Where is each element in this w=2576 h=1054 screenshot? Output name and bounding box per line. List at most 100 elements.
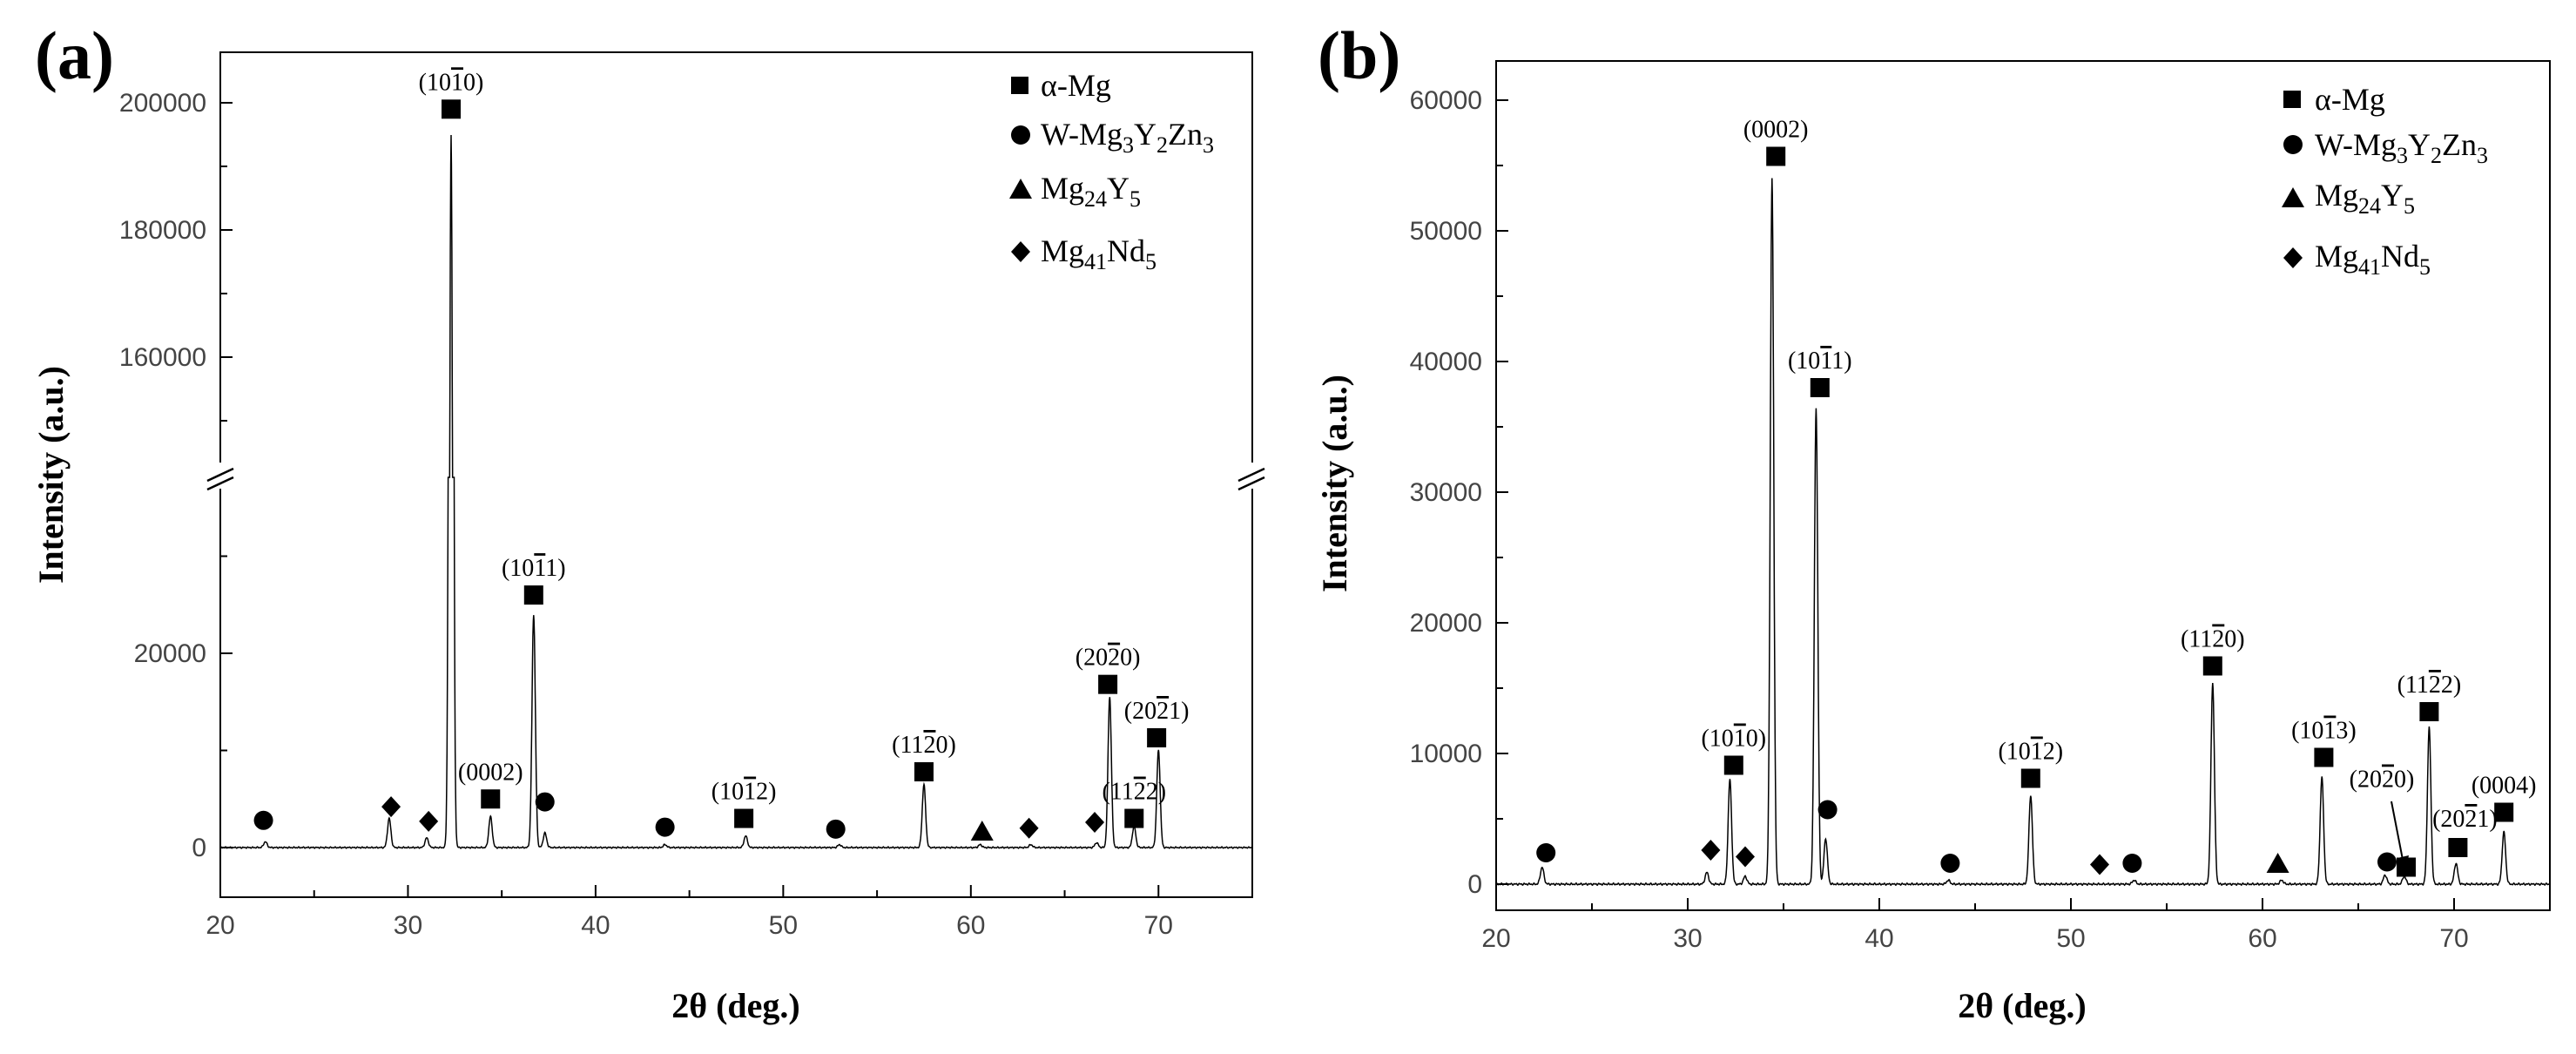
square-marker-icon — [2419, 702, 2439, 721]
diamond-marker-icon — [1085, 812, 1105, 834]
x-tick-label: 30 — [394, 911, 422, 940]
peak-label: (1122) — [1102, 779, 1166, 806]
y-tick-label: 0 — [192, 834, 206, 862]
square-marker-icon — [914, 762, 934, 782]
peak-label: (1010) — [419, 69, 484, 96]
panel-a-legend-w-phase: W-Mg3Y2Zn3 — [1041, 117, 1214, 158]
y-tick-label: 20000 — [134, 639, 206, 668]
circle-marker-icon — [1536, 843, 1556, 862]
square-marker-icon — [1766, 146, 1786, 166]
peak-label: (1120) — [2181, 626, 2245, 653]
diamond-marker-icon — [381, 796, 401, 818]
panel-b-arrow — [2391, 801, 2404, 865]
x-tick-label: 50 — [2056, 924, 2085, 953]
triangle-marker-icon — [970, 821, 994, 841]
panel-b-label: (b) — [1318, 17, 1400, 93]
peak-label: (0002) — [458, 759, 523, 786]
x-tick-label: 40 — [581, 911, 610, 940]
panel-a-y-axis-label: Intensity (a.u.) — [31, 366, 71, 584]
legend-square-icon — [2283, 91, 2301, 108]
panel-b-y-ticks: 0 10000 20000 30000 40000 50000 60000 — [1410, 86, 1508, 899]
panel-a: (a) 20 30 40 50 60 70 0 20000 160000 180000 20000… — [31, 17, 1266, 1025]
square-marker-icon — [734, 808, 754, 828]
legend-triangle-icon — [2282, 187, 2304, 207]
circle-marker-icon — [1940, 854, 1960, 873]
peak-label: (1012) — [711, 779, 777, 806]
circle-marker-icon — [1817, 800, 1838, 820]
panel-a-legend-mg41nd5: Mg41Nd5 — [1041, 233, 1157, 274]
diamond-marker-icon — [1736, 846, 1755, 868]
panel-a-x-ticks: 20 30 40 50 60 70 — [206, 885, 1253, 940]
peak-label: (1120) — [892, 732, 956, 759]
panel-a-axis-break — [206, 463, 1266, 491]
triangle-marker-icon — [2266, 853, 2289, 873]
panel-b-legend-alpha-mg: α-Mg — [2315, 82, 2385, 117]
legend-triangle-icon — [1009, 179, 1032, 199]
x-tick-label: 40 — [1865, 924, 1893, 953]
square-marker-icon — [481, 789, 501, 809]
panel-b-x-ticks: 20 30 40 50 60 70 — [1481, 898, 2551, 953]
y-tick-label: 180000 — [119, 216, 206, 245]
square-marker-icon — [1810, 378, 1830, 397]
peak-label: (0004) — [2471, 773, 2537, 800]
peak-label: (1013) — [2291, 718, 2357, 745]
diamond-marker-icon — [419, 810, 439, 832]
x-tick-label: 20 — [206, 911, 234, 940]
peak-label: (1122) — [2397, 672, 2462, 699]
x-tick-label: 60 — [2248, 924, 2276, 953]
peak-label: (2020) — [2350, 767, 2415, 794]
panel-a-frame — [219, 51, 1253, 898]
y-tick-label: 160000 — [119, 343, 206, 372]
peak-label: (1011) — [502, 555, 566, 582]
legend-circle-icon — [2283, 135, 2303, 154]
peak-label: (1012) — [1998, 739, 2063, 766]
panel-b-spectrum-line — [1495, 178, 2551, 887]
panel-a-legend-alpha-mg: α-Mg — [1041, 68, 1111, 103]
x-tick-label: 70 — [2439, 924, 2468, 953]
panel-a-x-axis-label: 2θ (deg.) — [671, 986, 800, 1025]
panel-a-legend-mg24y5: Mg24Y5 — [1041, 171, 1141, 212]
circle-marker-icon — [826, 819, 846, 839]
y-tick-label: 0 — [1467, 870, 1482, 899]
square-marker-icon — [2020, 768, 2040, 788]
y-tick-label: 10000 — [1410, 740, 1482, 768]
square-marker-icon — [2314, 747, 2334, 767]
panel-b-frame — [1495, 60, 2551, 911]
y-tick-label: 50000 — [1410, 217, 1482, 246]
square-marker-icon — [442, 99, 462, 119]
x-tick-label: 50 — [769, 911, 798, 940]
diamond-marker-icon — [2090, 854, 2109, 875]
panel-a-spectrum-line — [219, 134, 1252, 849]
square-marker-icon — [1124, 808, 1144, 828]
peak-label: (0002) — [1743, 117, 1809, 144]
x-tick-label: 60 — [956, 911, 985, 940]
square-marker-icon — [523, 585, 543, 605]
panel-b-legend-w-phase: W-Mg3Y2Zn3 — [2315, 127, 2488, 168]
square-marker-icon — [1723, 755, 1743, 775]
panel-b-arrow-head-icon — [2397, 855, 2409, 873]
panel-b-legend-mg24y5: Mg24Y5 — [2315, 178, 2415, 219]
panel-b-peak-markers: (0002) (1011) (1010) (1012) (1120) (1013) (112… — [1536, 117, 2537, 877]
peak-label: (1010) — [1701, 726, 1766, 753]
legend-square-icon — [1011, 77, 1028, 94]
diamond-marker-icon — [1701, 840, 1721, 861]
legend-circle-icon — [1011, 125, 1030, 145]
y-tick-label: 40000 — [1410, 348, 1482, 376]
panel-b-y-axis-label: Intensity (a.u.) — [1315, 375, 1354, 592]
x-tick-label: 70 — [1144, 911, 1173, 940]
panel-a-legend: α-Mg W-Mg3Y2Zn3 Mg24Y5 Mg41Nd5 — [1009, 68, 1214, 274]
x-tick-label: 30 — [1673, 924, 1702, 953]
square-marker-icon — [2448, 838, 2468, 857]
y-tick-label: 30000 — [1410, 478, 1482, 507]
legend-diamond-icon — [2283, 247, 2303, 268]
square-marker-icon — [1098, 674, 1118, 694]
panel-a-label: (a) — [35, 17, 114, 93]
x-tick-label: 20 — [1481, 924, 1510, 953]
panel-b: (b) 20 30 40 50 60 70 0 10000 20000 30000 40000 50… — [1315, 17, 2551, 1025]
square-marker-icon — [2494, 802, 2514, 822]
square-marker-icon — [1147, 728, 1167, 748]
legend-diamond-icon — [1011, 241, 1030, 262]
panel-b-x-axis-label: 2θ (deg.) — [1958, 986, 2087, 1025]
panel-b-legend: α-Mg W-Mg3Y2Zn3 Mg24Y5 Mg41Nd5 — [2282, 82, 2488, 280]
